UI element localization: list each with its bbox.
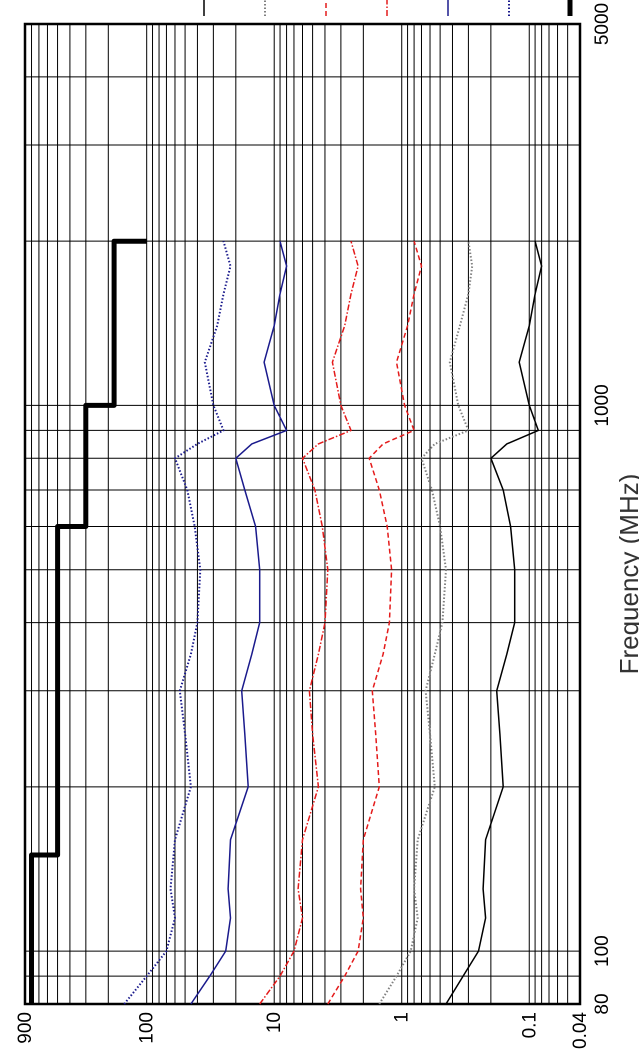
y-tick-label: 10 bbox=[264, 1012, 285, 1033]
series-line-2 bbox=[190, 241, 288, 1005]
x-tick-label: 100 bbox=[592, 935, 613, 967]
series-line-5 bbox=[378, 241, 474, 1005]
y-tick-label: 1 bbox=[392, 1012, 413, 1023]
series-line-3 bbox=[259, 240, 359, 1005]
y-tick-label: 0.1 bbox=[519, 1012, 540, 1038]
y-tick-label: 0.04 bbox=[570, 1012, 591, 1049]
series-line-4 bbox=[327, 240, 423, 1005]
series-line-1 bbox=[123, 240, 232, 1005]
series-line-0 bbox=[29, 238, 147, 1004]
x-tick-label: 1000 bbox=[592, 384, 613, 426]
x-tick-label: 5000 bbox=[592, 3, 613, 45]
x-tick-label: 80 bbox=[592, 993, 613, 1014]
x-axis-label: Frequency (MHz) bbox=[614, 474, 639, 675]
y-tick-label: 900 bbox=[15, 1012, 36, 1044]
plot-frame bbox=[23, 22, 582, 1006]
y-tick-label: 100 bbox=[137, 1012, 158, 1044]
series-line-6 bbox=[445, 241, 543, 1005]
